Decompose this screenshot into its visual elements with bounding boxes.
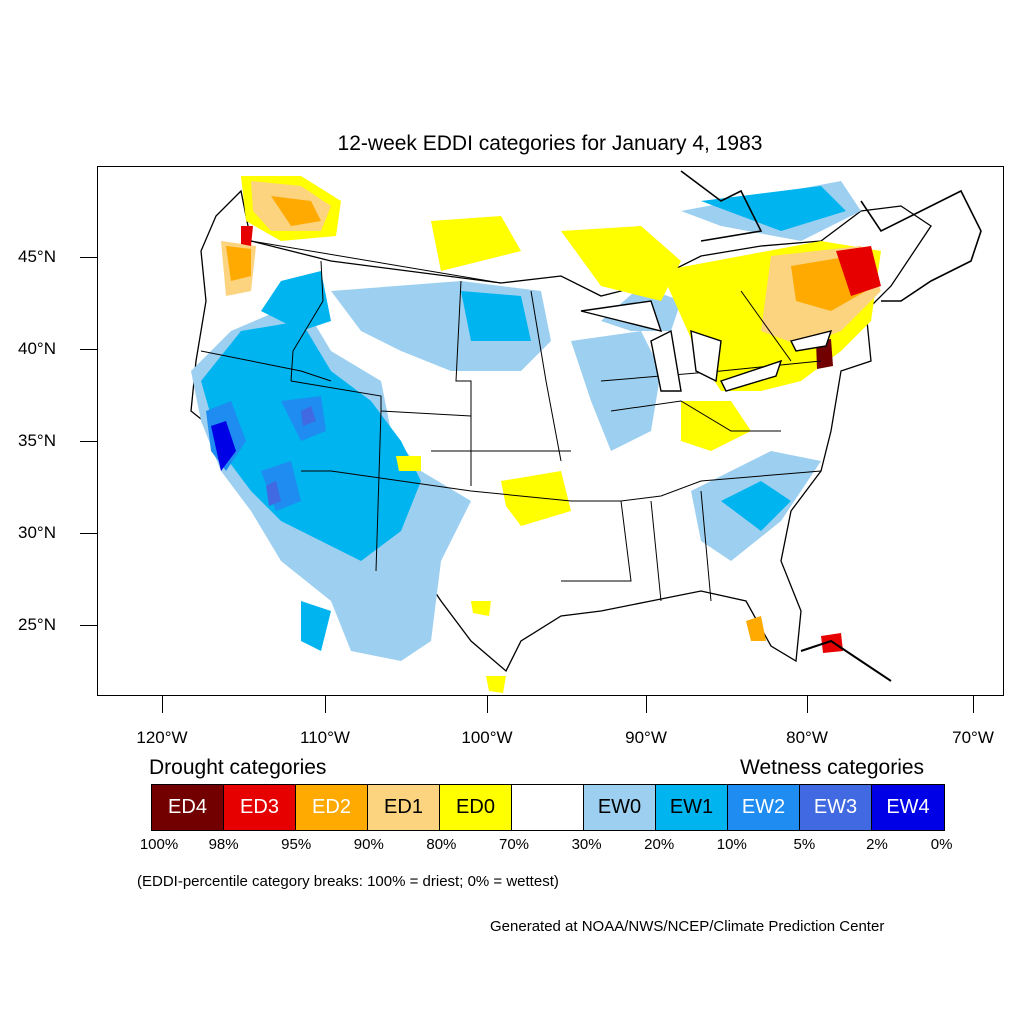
percentile-label: 10% bbox=[716, 836, 747, 853]
legend-cell-ed0: ED0 bbox=[440, 785, 512, 830]
lat-label-35n: 35°N bbox=[18, 431, 56, 450]
lon-label-90w: 90°W bbox=[625, 728, 667, 747]
percentile-label: 0% bbox=[930, 836, 953, 853]
lat-tick bbox=[80, 625, 97, 626]
percentile-label: 95% bbox=[281, 836, 312, 853]
percentile-label: 80% bbox=[426, 836, 457, 853]
legend-cell-ed2: ED2 bbox=[296, 785, 368, 830]
legend-cell-ew4: EW4 bbox=[872, 785, 944, 830]
credit-line: Generated at NOAA/NWS/NCEP/Climate Predi… bbox=[490, 918, 885, 935]
lon-tick bbox=[487, 696, 488, 713]
lon-label-120w: 120°W bbox=[136, 728, 188, 747]
boundaries bbox=[200, 240, 822, 602]
lon-tick bbox=[807, 696, 808, 713]
legend-cell-ed3: ED3 bbox=[224, 785, 296, 830]
legend-cell-ew2: EW2 bbox=[728, 785, 800, 830]
percentile-label: 20% bbox=[644, 836, 675, 853]
map-title: 12-week EDDI categories for January 4, 1… bbox=[337, 132, 763, 155]
wetness-heading: Wetness categories bbox=[740, 756, 925, 779]
lat-tick bbox=[80, 533, 97, 534]
canada-coastline bbox=[680, 170, 982, 302]
lon-tick bbox=[973, 696, 974, 713]
legend-cell-ed1: ED1 bbox=[368, 785, 440, 830]
legend-cell-normal bbox=[512, 785, 584, 830]
lat-label-40n: 40°N bbox=[18, 339, 56, 358]
lat-label-45n: 45°N bbox=[18, 247, 56, 266]
lon-label-110w: 110°W bbox=[300, 728, 350, 747]
percentile-label: 5% bbox=[793, 836, 816, 853]
category-legend: ED4 ED3 ED2 ED1 ED0 EW0 EW1 EW2 EW3 EW4 bbox=[151, 784, 945, 831]
wet-ew3-ew4-areas bbox=[211, 406, 316, 506]
map-area bbox=[97, 166, 1004, 696]
legend-cell-ed4: ED4 bbox=[152, 785, 224, 830]
lat-tick bbox=[80, 257, 97, 258]
lat-tick bbox=[80, 441, 97, 442]
legend-cell-ew3: EW3 bbox=[800, 785, 872, 830]
drought-heading: Drought categories bbox=[149, 756, 327, 779]
lon-tick bbox=[162, 696, 163, 713]
percentile-label: 90% bbox=[353, 836, 384, 853]
lon-tick bbox=[646, 696, 647, 713]
wet-ew2-areas bbox=[206, 396, 326, 511]
category-note: (EDDI-percentile category breaks: 100% =… bbox=[137, 873, 559, 890]
percentile-label: 30% bbox=[571, 836, 602, 853]
percentile-label: 2% bbox=[866, 836, 888, 853]
lat-label-25n: 25°N bbox=[18, 615, 56, 634]
lon-label-80w: 80°W bbox=[786, 728, 828, 747]
lon-label-100w: 100°W bbox=[461, 728, 513, 747]
legend-cell-ew0: EW0 bbox=[584, 785, 656, 830]
great-lakes bbox=[580, 300, 833, 392]
cuba-coastline bbox=[800, 639, 892, 682]
lon-label-70w: 70°W bbox=[952, 728, 994, 747]
lat-tick bbox=[80, 349, 97, 350]
lon-tick bbox=[325, 696, 326, 713]
dry-ed3-ed4-areas bbox=[241, 226, 881, 653]
percentile-label: 70% bbox=[498, 836, 530, 853]
percentile-label: 100% bbox=[139, 836, 179, 853]
percentile-label: 98% bbox=[208, 836, 239, 853]
eddi-map bbox=[190, 170, 982, 693]
legend-cell-ew1: EW1 bbox=[656, 785, 728, 830]
lat-label-30n: 30°N bbox=[18, 523, 56, 542]
